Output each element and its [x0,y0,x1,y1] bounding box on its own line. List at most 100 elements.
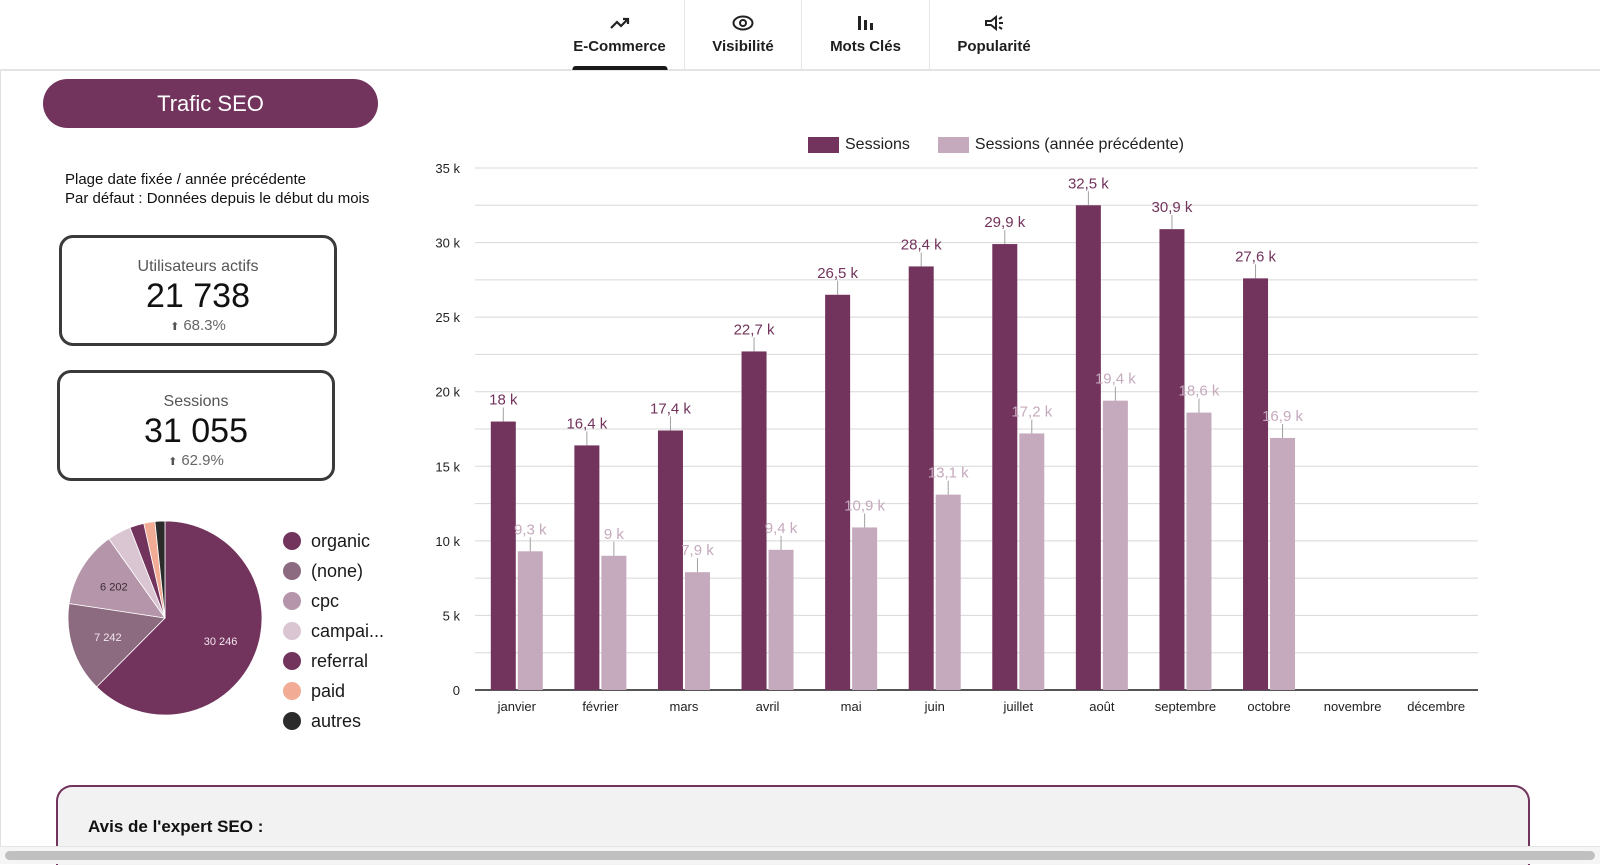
pie-slice-label: 6 202 [100,581,128,593]
note-line-2: Par défaut : Données depuis le début du … [65,190,370,207]
tab-mots-cles[interactable]: Mots Clés [802,0,930,70]
pie-slice-label: 7 242 [94,632,122,644]
data-label: 28,4 k [901,236,942,253]
bar-legend-item[interactable]: Sessions [808,136,910,154]
traffic-source-pie-chart[interactable]: 30 246 7 242 6 202 [60,520,270,730]
legend-label: Sessions (année précédente) [974,136,1184,153]
megaphone-icon [984,12,1004,34]
pie-legend-item[interactable]: organic [283,526,384,556]
bar-sessions-previous-year[interactable] [1270,437,1296,690]
tab-label: Mots Clés [830,38,901,55]
pie-slice-organic[interactable] [96,520,263,716]
x-tick-label: juillet [1002,699,1033,714]
tab-e-commerce[interactable]: E-Commerce [555,0,685,70]
x-tick-label: janvier [497,699,537,714]
pie-legend-item[interactable]: referral [283,646,384,676]
bar-sessions-previous-year[interactable] [601,555,627,690]
pie-legend-item[interactable]: paid [283,676,384,706]
bar-sessions[interactable] [1075,205,1101,690]
data-label: 22,7 k [734,321,775,338]
bar-legend-item[interactable]: Sessions (année précédente) [937,136,1184,154]
kpi-delta: ⬆ 68.3% [62,317,334,334]
bar-sessions-previous-year[interactable] [517,551,543,690]
bar-sessions[interactable] [1159,229,1185,691]
bar-sessions[interactable] [574,445,600,690]
x-tick-label: décembre [1407,699,1465,714]
kpi-delta-value: 68.3% [183,317,226,334]
legend-label: autres [311,710,362,731]
data-label: 17,4 k [650,400,691,417]
pie-legend-item[interactable]: autres [283,706,384,736]
y-tick-label: 20 k [435,385,460,400]
data-label: 9,3 k [514,521,547,538]
bar-sessions-previous-year[interactable] [852,527,878,690]
bar-sessions[interactable] [741,351,767,690]
kpi-value: 31 055 [144,412,248,450]
legend-label: referral [311,650,369,671]
sessions-bar-chart[interactable]: 0 5 k 10 k 15 k 20 k 25 k 30 k 35 k janvier 18 k 9… [420,125,1500,735]
legend-swatch [283,622,301,640]
data-label: 16,9 k [1262,408,1303,425]
tab-label: Popularité [957,38,1031,55]
horizontal-scrollbar[interactable] [0,846,1600,864]
pie-legend-item[interactable]: campai... [283,616,384,646]
data-label: 13,1 k [928,465,969,482]
bar-sessions-previous-year[interactable] [768,549,794,690]
bar-sessions-previous-year[interactable] [684,572,710,690]
y-tick-label: 25 k [435,310,460,325]
data-label: 19,4 k [1095,371,1136,388]
pie-legend-item[interactable]: (none) [283,556,384,586]
bar-sessions-previous-year[interactable] [1102,400,1128,690]
bar-chart-icon [857,12,875,34]
bar-sessions[interactable] [490,421,516,690]
eye-icon [732,12,754,34]
tab-label: E-Commerce [573,38,666,55]
x-tick-label: juin [924,699,945,714]
bar-sessions[interactable] [908,266,934,690]
kpi-value: 21 738 [146,277,250,315]
pie-slice-autres[interactable] [154,520,166,619]
x-tick-label: février [582,699,619,714]
legend-label: (none) [311,560,364,581]
data-label: 9 k [604,526,625,543]
tab-visibilite[interactable]: Visibilité [685,0,802,70]
arrow-up-icon: ⬆ [170,321,180,333]
x-tick-label: novembre [1324,699,1382,714]
pie-slice-none[interactable] [67,603,166,688]
bar-sessions[interactable] [825,294,851,690]
data-label: 18,6 k [1179,383,1220,400]
top-nav-bar: E-Commerce Visibilité Mots Clés Populari… [0,0,1600,71]
bar-sessions[interactable] [1243,278,1269,690]
legend-label: campai... [311,620,385,641]
bar-sessions-previous-year[interactable] [1019,433,1045,690]
bar-sessions[interactable] [657,430,683,690]
x-tick-label: octobre [1247,699,1290,714]
data-label: 26,5 k [817,265,858,282]
data-label: 30,9 k [1152,199,1193,216]
data-label: 18 k [489,392,518,409]
pie-slice-cpc[interactable] [68,538,166,619]
bar-sessions-previous-year[interactable] [935,494,961,690]
data-label: 10,9 k [844,497,885,514]
data-label: 32,5 k [1068,175,1109,192]
x-tick-label: avril [756,699,780,714]
legend-label: Sessions [845,136,910,153]
bar-sessions[interactable] [992,244,1018,690]
pie-slice-label: 30 246 [204,636,238,648]
data-label: 7,9 k [681,542,714,559]
legend-swatch [937,137,969,153]
legend-swatch [283,652,301,670]
pie-legend: organic (none) cpc campai... referral paid aut… [283,526,384,736]
tab-popularite[interactable]: Popularité [930,0,1058,70]
bar-sessions-previous-year[interactable] [1186,412,1212,690]
report-tabs: E-Commerce Visibilité Mots Clés Populari… [555,0,1058,70]
scrollbar-thumb[interactable] [5,851,1595,860]
expert-opinion-title: Avis de l'expert SEO : [88,817,264,836]
kpi-delta-value: 62.9% [181,452,224,469]
legend-swatch [283,562,301,580]
pie-legend-item[interactable]: cpc [283,586,384,616]
legend-swatch [808,137,839,153]
note-line-1: Plage date fixée / année précédente [65,171,307,188]
kpi-card-sessions: Sessions 31 055 ⬆ 62.9% [57,370,335,481]
kpi-card-active-users: Utilisateurs actifs 21 738 ⬆ 68.3% [59,235,337,346]
